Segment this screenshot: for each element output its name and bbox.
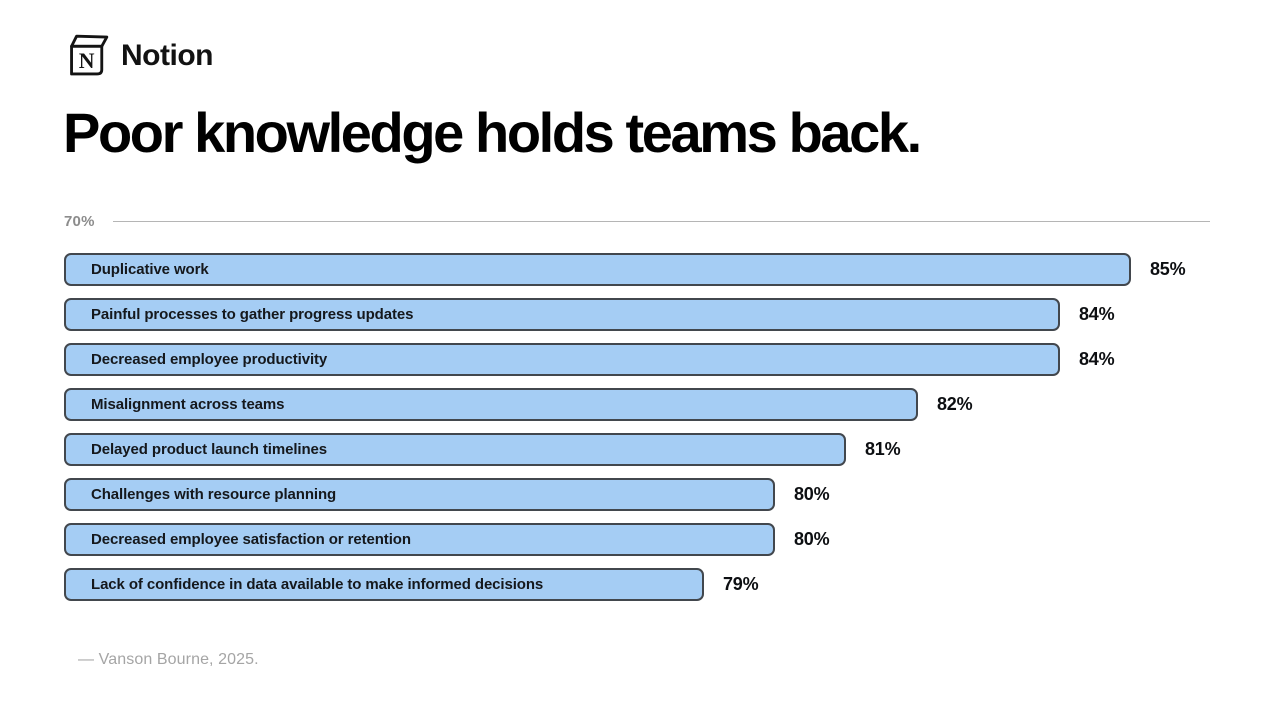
brand-wordmark: Notion [121,38,213,72]
bar-row: Delayed product launch timelines 81% [64,433,1210,466]
bar: Decreased employee productivity [64,343,1060,376]
bar-row: Challenges with resource planning 80% [64,478,1210,511]
bar-value-label: 79% [723,574,759,594]
bar-value-label: 80% [794,529,830,549]
bar-label: Decreased employee productivity [91,351,328,368]
svg-text:N: N [79,49,95,73]
bar: Misalignment across teams [64,388,918,421]
bar: Painful processes to gather progress upd… [64,298,1060,331]
bar-row: Misalignment across teams 82% [64,388,1210,421]
bar-value-label: 85% [1150,259,1186,279]
bar-label: Misalignment across teams [91,396,285,413]
bar: Challenges with resource planning [64,478,775,511]
page-title: Poor knowledge holds teams back. [63,101,922,164]
bar-label: Duplicative work [91,261,209,278]
bar: Delayed product launch timelines [64,433,846,466]
bar: Decreased employee satisfaction or reten… [64,523,775,556]
axis-baseline [112,220,1210,222]
bar-value-label: 84% [1079,349,1115,369]
bar-row: Decreased employee productivity 84% [64,343,1210,376]
bar-label: Delayed product launch timelines [91,441,328,458]
brand-header: N Notion [64,32,213,79]
bar: Lack of confidence in data available to … [64,568,704,601]
bar-row: Painful processes to gather progress upd… [64,298,1210,331]
bar-chart: 70% Duplicative work 85% Painful processes… [64,211,1210,613]
bar-value-label: 81% [865,439,901,459]
bar-row: Decreased employee satisfaction or reten… [64,523,1210,556]
bar-label: Lack of confidence in data available to … [91,576,544,593]
bar-row: Duplicative work 85% [64,253,1210,286]
bar-row: Lack of confidence in data available to … [64,568,1210,601]
bar-label: Decreased employee satisfaction or reten… [91,531,411,548]
axis-row: 70% [64,211,1210,231]
bar-label: Challenges with resource planning [91,486,337,503]
bars-container: Duplicative work 85% Painful processes to … [64,253,1210,601]
source-citation: — Vanson Bourne, 2025. [78,651,259,668]
bar: Duplicative work [64,253,1131,286]
bar-value-label: 80% [794,484,830,504]
notion-logo-icon: N [70,34,109,76]
bar-label: Painful processes to gather progress upd… [91,306,414,323]
axis-min-label: 70% [64,212,95,230]
bar-value-label: 82% [937,394,973,414]
bar-value-label: 84% [1079,304,1115,324]
